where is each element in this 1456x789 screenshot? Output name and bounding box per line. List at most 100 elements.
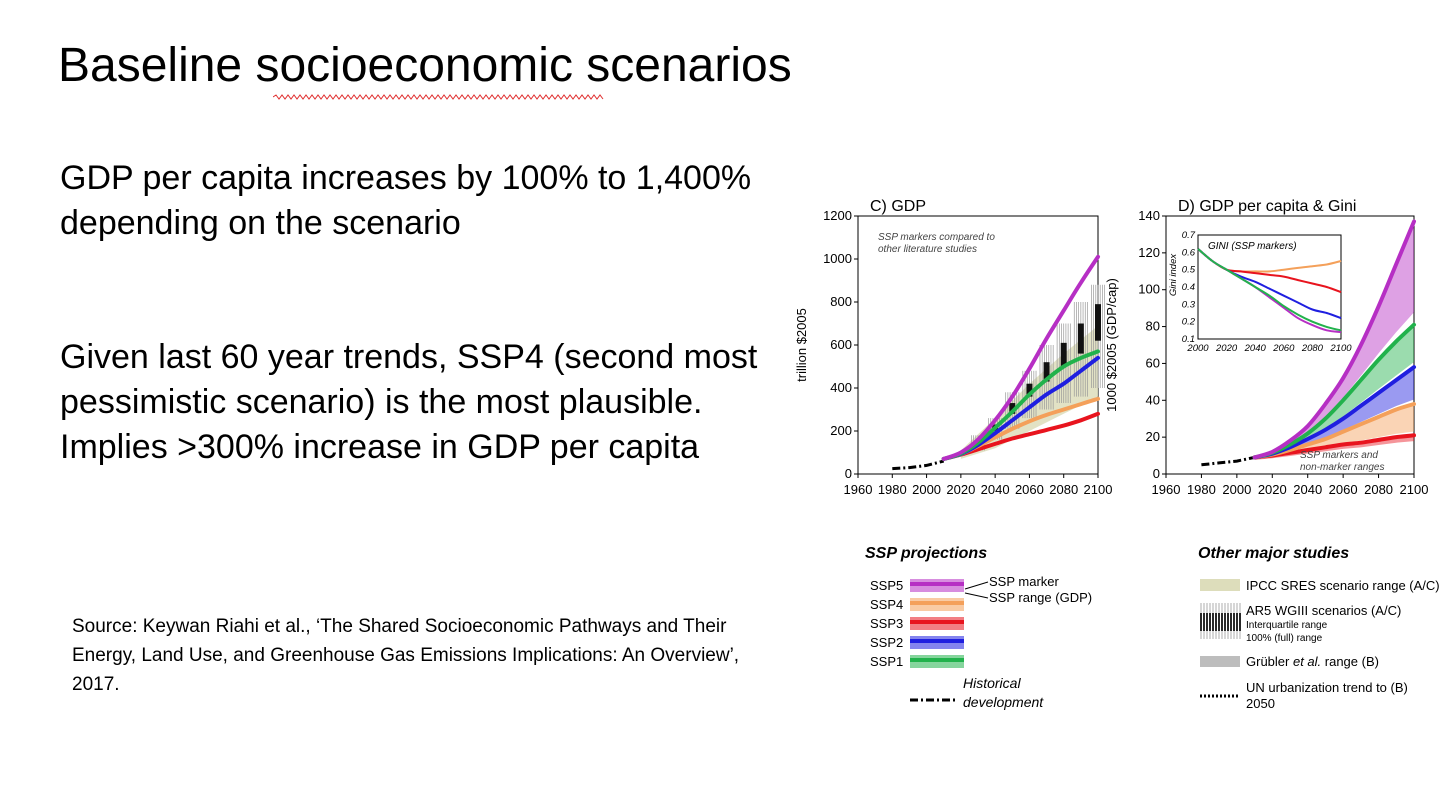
x-tick-label: 2080: [1049, 482, 1078, 497]
y-axis-label: trillion $2005: [794, 308, 809, 382]
inset-x-tick-label: 2000: [1186, 343, 1209, 354]
ssp-legend-title: SSP projections: [865, 545, 987, 562]
x-tick-label: 2020: [1258, 482, 1287, 497]
grubler-label: Grübler et al. range (B): [1246, 654, 1379, 669]
ar5-iqr-bar: [1043, 362, 1050, 382]
un-label-1: UN urbanization trend to (B): [1246, 680, 1408, 695]
x-tick-label: 1980: [1187, 482, 1216, 497]
y-tick-label: 40: [1146, 392, 1160, 407]
inset-x-tick-label: 2020: [1215, 343, 1238, 354]
inset-x-tick-label: 2060: [1272, 343, 1295, 354]
y-tick-label: 1200: [823, 208, 852, 223]
ssp-range-pointer: [964, 592, 989, 599]
spellcheck-underline: [273, 94, 604, 100]
grubler-label-part3: range (B): [1321, 654, 1379, 669]
gdp-chart: 1960 1980 2000 2020 2040 2060 2080 2100 0 200 400 6…: [794, 198, 1112, 497]
series-line-ssp5: [941, 254, 1100, 461]
y-tick-label: 60: [1146, 355, 1160, 370]
other-studies-legend: Other major studies IPCC SRES scenario r…: [1198, 545, 1440, 711]
ar5-iqr-bar: [1009, 403, 1016, 414]
historical-label-1: Historical: [963, 675, 1021, 691]
chart-annotation: other literature studies: [878, 244, 977, 255]
inset-y-tick-label: 0.6: [1182, 247, 1196, 258]
ssp-legend-label: SSP5: [870, 578, 903, 593]
x-tick-label: 2100: [1400, 482, 1429, 497]
ssp-range-label: SSP range (GDP): [989, 590, 1092, 605]
inset-y-tick-label: 0.4: [1182, 282, 1195, 293]
inset-y-axis-label: Gini index: [1168, 253, 1179, 296]
chart-title: D) GDP per capita & Gini: [1178, 198, 1356, 215]
slide-title: Baseline socioeconomic scenarios: [58, 39, 792, 92]
y-tick-label: 140: [1138, 208, 1160, 223]
y-tick-label: 80: [1146, 319, 1160, 334]
ar5-swatch: [1200, 603, 1241, 639]
plot-frame: [1165, 215, 1415, 475]
historical-line: [1201, 455, 1255, 467]
ar5-iqr-bar: [1095, 304, 1101, 341]
x-tick-label: 2100: [1084, 482, 1113, 497]
inset-y-tick-label: 0.5: [1182, 265, 1196, 276]
historical-label-2: development: [963, 694, 1044, 710]
inset-title: GINI (SSP markers): [1208, 241, 1297, 252]
y-tick-label: 400: [830, 380, 852, 395]
series-line-ssp5: [1252, 219, 1416, 460]
x-tick-label: 2060: [1329, 482, 1358, 497]
y-tick-label: 0: [845, 466, 852, 481]
inset-x-tick-label: 2040: [1244, 343, 1267, 354]
ssp-legend: SSP projections SSP5 SSP4 SSP3 SSP2 SSP1 SSP…: [865, 545, 1092, 710]
ssp-legend-label: SSP3: [870, 616, 903, 631]
gdp-growth-paragraph: GDP per capita increases by 100% to 1,40…: [60, 159, 752, 242]
y-tick-label: 200: [830, 423, 852, 438]
ar5-iqr-bar: [1060, 342, 1067, 367]
ar5-full-label: 100% (full) range: [1246, 633, 1323, 644]
grubler-label-part2: et al.: [1293, 654, 1321, 669]
gdp-per-capita-chart: 1960 1980 2000 2020 2040 2060 2080 210002040608…: [1104, 198, 1428, 497]
sres-swatch: [1200, 579, 1240, 591]
ssp-marker-pointer: [964, 581, 989, 590]
inset-line-ssp1: [1197, 248, 1342, 332]
x-tick-label: 2000: [912, 482, 941, 497]
ssp-figure: 1960 1980 2000 2020 2040 2060 2080 210002004006…: [794, 198, 1440, 711]
ssp-legend-label: SSP1: [870, 654, 903, 669]
other-legend-title: Other major studies: [1198, 545, 1349, 562]
x-tick-label: 2000: [1222, 482, 1251, 497]
x-tick-label: 2080: [1364, 482, 1393, 497]
y-tick-label: 800: [830, 294, 852, 309]
y-tick-label: 20: [1146, 429, 1160, 444]
ssp-legend-label: SSP2: [870, 635, 903, 650]
x-tick-label: 2040: [981, 482, 1010, 497]
grubler-swatch: [1200, 656, 1240, 667]
x-tick-label: 2020: [946, 482, 975, 497]
x-tick-label: 1960: [1152, 482, 1181, 497]
inset-y-tick-label: 0.7: [1182, 230, 1196, 241]
ar5-iqr-label: Interquartile range: [1246, 620, 1328, 631]
ssp-legend-label: SSP4: [870, 597, 903, 612]
chart-annotation: SSP markers compared to: [878, 232, 995, 243]
y-axis-label: 1000 $2005 (GDP/cap): [1104, 278, 1119, 412]
inset-y-tick-label: 0.3: [1182, 299, 1196, 310]
x-tick-label: 2040: [1293, 482, 1322, 497]
x-tick-label: 1960: [844, 482, 873, 497]
inset-y-tick-label: 0.2: [1182, 317, 1196, 328]
inset-x-tick-label: 2080: [1301, 343, 1324, 354]
un-label-2: 2050: [1246, 696, 1275, 711]
ssp-legend-items: SSP5 SSP4 SSP3 SSP2 SSP1: [870, 578, 964, 669]
grubler-label-part1: Grübler: [1246, 654, 1293, 669]
sres-label: IPCC SRES scenario range (A/C): [1246, 578, 1440, 593]
source-citation: Source: Keywan Riahi et al., ‘The Shared…: [72, 616, 740, 695]
y-tick-label: 100: [1138, 282, 1160, 297]
chart-annotation: SSP markers and: [1300, 450, 1378, 461]
chart-title: C) GDP: [870, 198, 926, 215]
y-tick-label: 120: [1138, 245, 1160, 260]
ssp4-paragraph: Given last 60 year trends, SSP4 (second …: [60, 338, 758, 466]
gini-inset-chart: 2000 2020 2040 2060 2080 2100 0.1 0.2 0.3 0.4 0.5 0…: [1168, 229, 1352, 363]
x-tick-label: 1980: [878, 482, 907, 497]
ssp-range-band: [1254, 367, 1414, 458]
ar5-iqr-bar: [1026, 383, 1033, 397]
ssp-marker-label: SSP marker: [989, 574, 1060, 589]
y-tick-label: 1000: [823, 251, 852, 266]
ar5-label: AR5 WGIII scenarios (A/C): [1246, 603, 1401, 618]
inset-frame: [1197, 234, 1342, 340]
historical-line: [892, 459, 945, 471]
ar5-iqr-bar: [1077, 323, 1084, 354]
